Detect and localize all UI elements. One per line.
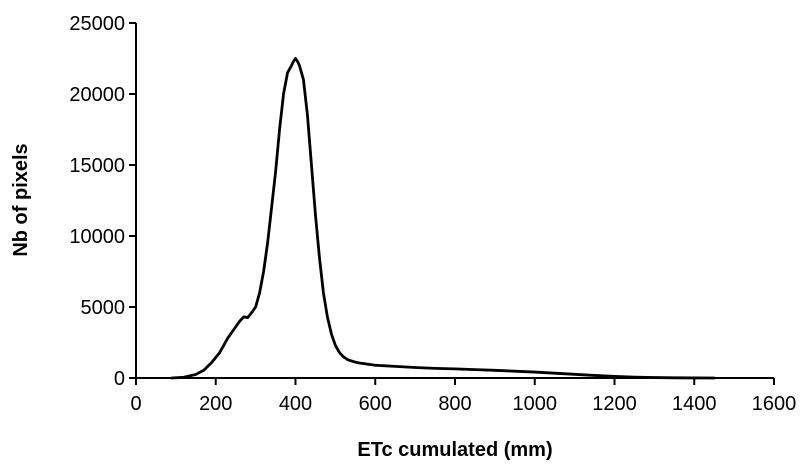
x-tick-label: 400: [279, 393, 312, 415]
y-ticks: 0 5000 10000 15000 20000 25000: [69, 13, 136, 390]
axes: [135, 23, 774, 379]
x-tick-label: 200: [199, 393, 232, 415]
series-layer: [170, 57, 716, 380]
y-tick-label: 15000: [69, 155, 125, 177]
x-tick-label: 1600: [752, 393, 797, 415]
x-tick-label: 0: [130, 393, 141, 415]
series-line: [170, 57, 716, 380]
x-tick-label: 600: [359, 393, 392, 415]
x-tick-label: 1000: [513, 393, 558, 415]
x-ticks: 0 200 400 600 800 1000 1200 1400 1600: [130, 378, 796, 415]
x-tick-label: 1200: [592, 393, 637, 415]
x-tick-label: 1400: [672, 393, 717, 415]
y-tick-label: 20000: [69, 84, 125, 106]
y-tick-label: 0: [114, 368, 125, 390]
y-axis-title: Nb of pixels: [10, 143, 32, 256]
x-tick-label: 800: [438, 393, 471, 415]
x-axis-title: ETc cumulated (mm): [357, 439, 552, 461]
y-tick-label: 25000: [69, 13, 125, 35]
y-tick-label: 5000: [81, 297, 126, 319]
y-tick-label: 10000: [69, 226, 125, 248]
